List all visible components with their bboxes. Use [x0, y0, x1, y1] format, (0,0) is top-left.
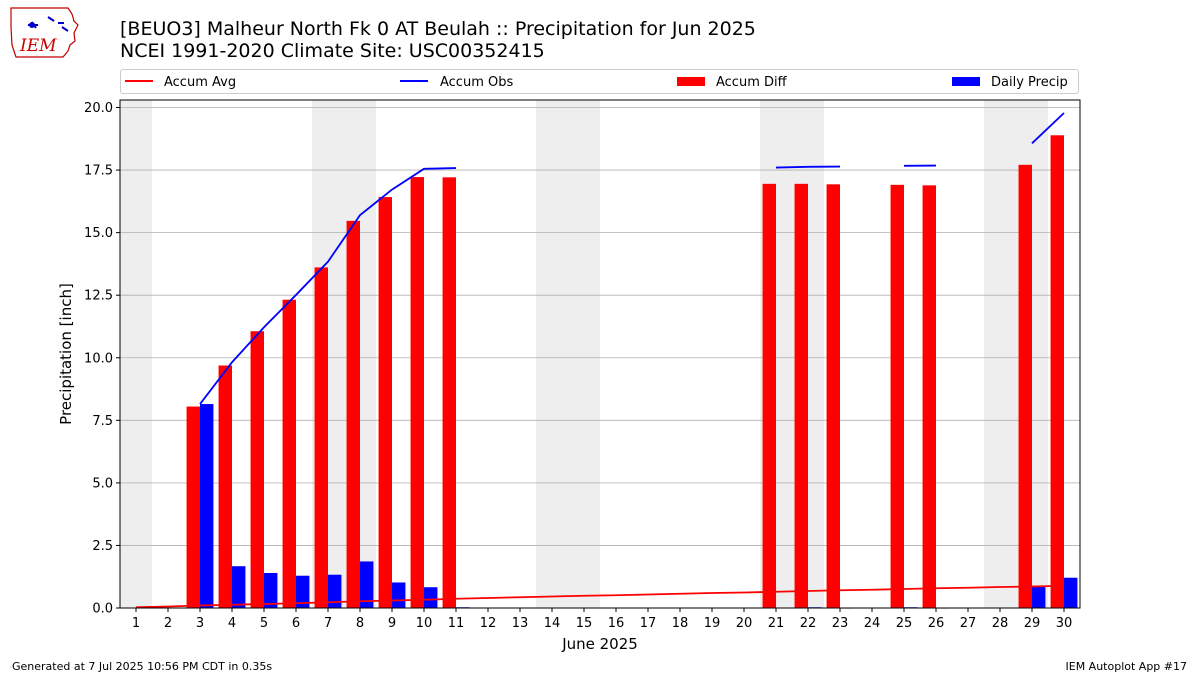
- bar-accum-diff-day-10: [410, 177, 424, 608]
- legend-label-daily-precip: Daily Precip: [991, 75, 1068, 90]
- x-tick-label-10: 10: [416, 616, 433, 631]
- bar-daily-precip-day-29: [1032, 585, 1046, 608]
- x-tick-label-3: 3: [196, 616, 204, 631]
- bar-daily-precip-day-8: [360, 561, 374, 608]
- footer-generated: Generated at 7 Jul 2025 10:56 PM CDT in …: [12, 660, 273, 673]
- bar-accum-diff-day-7: [314, 267, 328, 608]
- plot-frame: [119, 99, 1081, 609]
- y-tick-label-0: 0.0: [92, 602, 113, 617]
- legend-swatch-accum-avg: [125, 80, 153, 82]
- bar-accum-diff-day-29: [1018, 164, 1032, 609]
- y-tick-label-6: 15.0: [84, 226, 113, 241]
- bar-accum-diff-day-23: [826, 184, 840, 608]
- x-tick-label-14: 14: [544, 616, 561, 631]
- y-tick-label-1: 2.5: [92, 539, 113, 554]
- bar-accum-diff-day-11: [442, 177, 456, 608]
- legend: Accum Avg Accum Obs Accum Diff Daily Pre…: [120, 69, 1079, 94]
- x-tick-label-18: 18: [672, 616, 689, 631]
- x-tick-label-23: 23: [832, 616, 849, 631]
- x-tick-label-11: 11: [448, 616, 465, 631]
- bar-daily-precip-day-7: [328, 574, 342, 608]
- chart-title: [BEUO3] Malheur North Fk 0 AT Beulah :: …: [120, 18, 756, 40]
- x-tick-label-2: 2: [164, 616, 172, 631]
- x-tick-label-27: 27: [960, 616, 977, 631]
- bar-accum-diff-day-9: [378, 197, 392, 608]
- x-tick-label-1: 1: [132, 616, 140, 631]
- x-tick-label-13: 13: [512, 616, 529, 631]
- x-tick-label-8: 8: [356, 616, 364, 631]
- bar-accum-diff-day-3: [186, 406, 200, 608]
- weekend-band-4: [984, 100, 1048, 608]
- x-tick-label-20: 20: [736, 616, 753, 631]
- x-tick-label-29: 29: [1024, 616, 1041, 631]
- iem-logo: IEM: [10, 7, 79, 58]
- chart-subtitle: NCEI 1991-2020 Climate Site: USC00352415: [120, 40, 545, 62]
- iowa-outline-icon: [10, 7, 79, 58]
- legend-swatch-daily-precip: [952, 77, 980, 86]
- x-tick-label-24: 24: [864, 616, 881, 631]
- footer-app: IEM Autoplot App #17: [1065, 660, 1188, 673]
- x-tick-label-4: 4: [228, 616, 236, 631]
- y-tick-label-5: 12.5: [84, 289, 113, 304]
- weekend-band-0: [120, 100, 152, 608]
- bar-accum-diff-day-25: [890, 184, 904, 608]
- weekend-band-2: [536, 100, 600, 608]
- line-accum-obs-segment-1: [775, 165, 841, 169]
- legend-swatch-accum-diff: [677, 77, 705, 86]
- x-tick-label-5: 5: [260, 616, 268, 631]
- bar-daily-precip-day-3: [200, 404, 214, 608]
- x-tick-label-25: 25: [896, 616, 913, 631]
- bar-daily-precip-day-10: [424, 587, 438, 608]
- bar-daily-precip-day-30: [1064, 577, 1078, 608]
- sun-icon: [29, 22, 35, 28]
- x-tick-label-16: 16: [608, 616, 625, 631]
- legend-label-accum-obs: Accum Obs: [440, 75, 514, 90]
- legend-swatch-accum-obs: [400, 80, 428, 82]
- x-axis-label: June 2025: [561, 635, 638, 653]
- bar-accum-diff-day-22: [794, 183, 808, 608]
- bar-daily-precip-day-5: [264, 572, 278, 608]
- legend-label-accum-diff: Accum Diff: [716, 75, 787, 90]
- y-tick-label-3: 7.5: [92, 414, 113, 429]
- x-tick-label-19: 19: [704, 616, 721, 631]
- y-tick-label-8: 20.0: [84, 101, 113, 116]
- y-tick-label-2: 5.0: [92, 476, 113, 491]
- legend-label-accum-avg: Accum Avg: [164, 75, 237, 90]
- x-tick-label-21: 21: [768, 616, 785, 631]
- x-tick-label-30: 30: [1056, 616, 1073, 631]
- bar-daily-precip-day-4: [232, 566, 246, 608]
- x-tick-label-15: 15: [576, 616, 593, 631]
- bar-accum-diff-day-4: [218, 365, 232, 608]
- x-tick-label-26: 26: [928, 616, 945, 631]
- line-accum-obs-segment-3: [1031, 112, 1065, 144]
- x-tick-label-7: 7: [324, 616, 332, 631]
- bar-daily-precip-day-6: [296, 575, 310, 608]
- bar-accum-diff-day-30: [1050, 135, 1064, 608]
- bar-accum-diff-day-8: [346, 220, 360, 609]
- y-tick-label-7: 17.5: [84, 164, 113, 179]
- bar-accum-diff-day-5: [250, 331, 264, 608]
- x-tick-label-12: 12: [480, 616, 497, 631]
- bar-accum-diff-day-6: [282, 299, 296, 608]
- x-tick-label-28: 28: [992, 616, 1009, 631]
- x-tick-label-22: 22: [800, 616, 817, 631]
- logo-text: IEM: [19, 36, 57, 56]
- bar-accum-diff-day-26: [922, 185, 936, 608]
- x-tick-label-9: 9: [388, 616, 396, 631]
- x-tick-label-17: 17: [640, 616, 657, 631]
- line-accum-avg-segment-0: [135, 584, 1065, 609]
- bar-daily-precip-day-9: [392, 582, 406, 608]
- y-tick-label-4: 10.0: [84, 351, 113, 366]
- y-axis-label: Precipitation [inch]: [57, 283, 75, 425]
- line-accum-obs-segment-0: [199, 167, 457, 405]
- x-tick-label-6: 6: [292, 616, 300, 631]
- bar-accum-diff-day-21: [762, 183, 776, 608]
